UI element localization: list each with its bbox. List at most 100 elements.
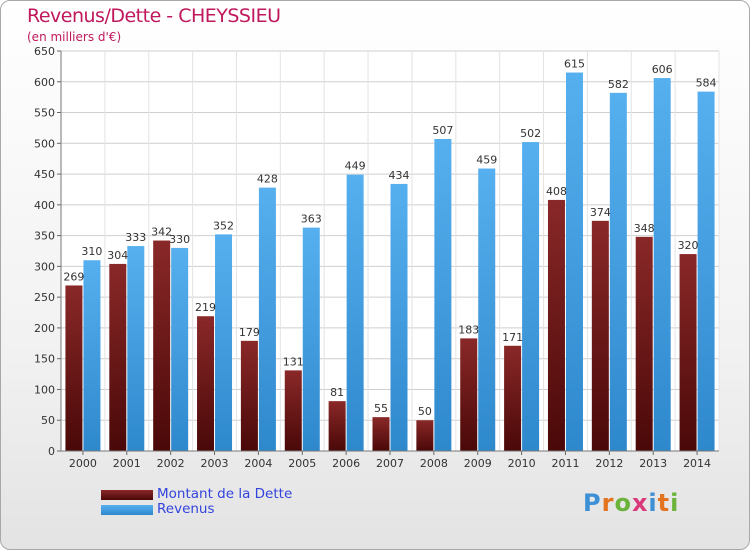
data-label-revenue: 584 bbox=[696, 77, 717, 90]
x-tick-label: 2006 bbox=[332, 457, 360, 470]
data-label-revenue: 333 bbox=[125, 231, 146, 244]
legend-swatch-debt bbox=[101, 490, 153, 500]
data-label-debt: 219 bbox=[195, 301, 216, 314]
bar-revenue bbox=[171, 247, 189, 451]
y-tick-label: 0 bbox=[48, 445, 55, 458]
x-tick-label: 2007 bbox=[376, 457, 404, 470]
bar-revenue bbox=[697, 91, 715, 451]
y-tick-label: 150 bbox=[34, 353, 55, 366]
y-tick-label: 350 bbox=[34, 230, 55, 243]
bar-debt bbox=[679, 254, 697, 451]
data-label-debt: 183 bbox=[458, 323, 479, 336]
bar-debt bbox=[372, 417, 390, 451]
bar-revenue bbox=[434, 139, 452, 451]
y-tick-label: 500 bbox=[34, 137, 55, 150]
bar-revenue bbox=[215, 234, 233, 451]
legend-label-revenue: Revenus bbox=[157, 501, 215, 517]
x-tick-label: 2000 bbox=[69, 457, 97, 470]
bar-revenue bbox=[653, 78, 671, 452]
bar-revenue bbox=[390, 183, 408, 451]
bar-debt bbox=[153, 240, 171, 451]
data-label-revenue: 459 bbox=[476, 154, 497, 167]
x-tick-label: 2005 bbox=[288, 457, 316, 470]
data-label-debt: 342 bbox=[151, 226, 172, 239]
bar-debt bbox=[197, 316, 215, 451]
bar-debt bbox=[284, 370, 302, 451]
x-tick-label: 2013 bbox=[639, 457, 667, 470]
bar-debt bbox=[547, 199, 565, 451]
y-tick-label: 200 bbox=[34, 322, 55, 335]
data-label-revenue: 428 bbox=[257, 173, 278, 186]
data-label-debt: 131 bbox=[283, 355, 304, 368]
proxiti-logo: Proxiti bbox=[583, 489, 680, 517]
legend-swatch-revenue bbox=[101, 505, 153, 515]
data-label-debt: 81 bbox=[330, 386, 344, 399]
data-label-revenue: 352 bbox=[213, 219, 234, 232]
data-label-debt: 50 bbox=[418, 405, 432, 418]
data-label-revenue: 507 bbox=[432, 124, 453, 137]
bar-revenue bbox=[478, 168, 496, 452]
legend-label-debt: Montant de la Dette bbox=[157, 486, 293, 502]
data-label-debt: 179 bbox=[239, 326, 260, 339]
bar-debt bbox=[240, 340, 258, 451]
bar-debt bbox=[635, 236, 653, 451]
data-label-revenue: 434 bbox=[389, 169, 410, 182]
bar-debt bbox=[328, 401, 346, 451]
bar-debt bbox=[416, 420, 434, 451]
data-label-revenue: 330 bbox=[169, 233, 190, 246]
y-tick-label: 300 bbox=[34, 260, 55, 273]
data-label-revenue: 363 bbox=[301, 213, 322, 226]
bar-debt bbox=[504, 345, 522, 451]
data-label-revenue: 502 bbox=[520, 127, 541, 140]
bar-revenue bbox=[258, 187, 276, 451]
x-tick-label: 2011 bbox=[551, 457, 579, 470]
bar-revenue bbox=[127, 246, 145, 451]
bar-revenue bbox=[346, 174, 364, 451]
data-label-revenue: 310 bbox=[81, 245, 102, 258]
x-tick-label: 2008 bbox=[420, 457, 448, 470]
bar-debt bbox=[460, 338, 478, 451]
x-tick-label: 2014 bbox=[683, 457, 711, 470]
x-tick-label: 2012 bbox=[595, 457, 623, 470]
data-label-debt: 55 bbox=[374, 402, 388, 415]
x-tick-label: 2002 bbox=[157, 457, 185, 470]
x-tick-label: 2003 bbox=[201, 457, 229, 470]
y-tick-label: 100 bbox=[34, 383, 55, 396]
y-tick-label: 650 bbox=[34, 45, 55, 58]
bar-debt bbox=[65, 285, 83, 451]
y-tick-label: 250 bbox=[34, 291, 55, 304]
data-label-debt: 374 bbox=[590, 206, 611, 219]
y-tick-label: 450 bbox=[34, 168, 55, 181]
y-tick-label: 550 bbox=[34, 107, 55, 120]
x-tick-label: 2004 bbox=[244, 457, 272, 470]
y-tick-label: 50 bbox=[41, 414, 55, 427]
y-tick-label: 400 bbox=[34, 199, 55, 212]
x-tick-label: 2009 bbox=[464, 457, 492, 470]
bar-revenue bbox=[565, 72, 583, 452]
x-tick-label: 2010 bbox=[508, 457, 536, 470]
data-label-revenue: 582 bbox=[608, 78, 629, 91]
bar-revenue bbox=[302, 227, 320, 451]
bar-debt bbox=[109, 263, 127, 451]
y-tick-label: 600 bbox=[34, 76, 55, 89]
bar-debt bbox=[591, 220, 609, 451]
data-label-revenue: 606 bbox=[652, 63, 673, 76]
data-label-revenue: 615 bbox=[564, 58, 585, 71]
bar-revenue bbox=[83, 260, 101, 451]
data-label-debt: 320 bbox=[678, 239, 699, 252]
plot-area: 0501001502002503003504004505005506006502… bbox=[34, 45, 720, 470]
data-label-revenue: 449 bbox=[345, 160, 366, 173]
data-label-debt: 304 bbox=[107, 249, 128, 262]
plot-background bbox=[61, 51, 719, 451]
data-label-debt: 408 bbox=[546, 185, 567, 198]
bar-revenue bbox=[522, 142, 540, 452]
chart-subtitle: (en milliers d'€) bbox=[27, 30, 122, 44]
data-label-debt: 171 bbox=[502, 331, 523, 344]
chart-title: Revenus/Dette - CHEYSSIEU bbox=[27, 5, 281, 27]
data-label-debt: 348 bbox=[634, 222, 655, 235]
x-tick-label: 2001 bbox=[113, 457, 141, 470]
bar-revenue bbox=[609, 92, 627, 451]
data-label-debt: 269 bbox=[63, 270, 84, 283]
